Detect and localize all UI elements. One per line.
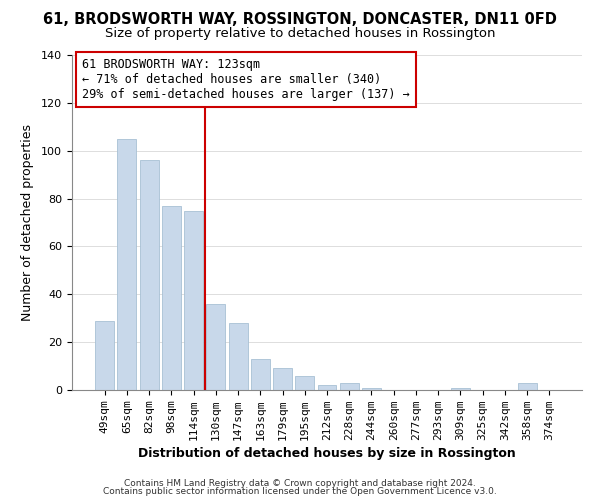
Bar <box>206 304 225 390</box>
Bar <box>162 206 181 390</box>
Text: Contains HM Land Registry data © Crown copyright and database right 2024.: Contains HM Land Registry data © Crown c… <box>124 478 476 488</box>
Bar <box>184 210 203 390</box>
Y-axis label: Number of detached properties: Number of detached properties <box>21 124 34 321</box>
X-axis label: Distribution of detached houses by size in Rossington: Distribution of detached houses by size … <box>138 447 516 460</box>
Text: Size of property relative to detached houses in Rossington: Size of property relative to detached ho… <box>105 28 495 40</box>
Bar <box>273 368 292 390</box>
Bar <box>340 383 359 390</box>
Bar <box>140 160 158 390</box>
Bar <box>118 138 136 390</box>
Text: 61 BRODSWORTH WAY: 123sqm
← 71% of detached houses are smaller (340)
29% of semi: 61 BRODSWORTH WAY: 123sqm ← 71% of detac… <box>82 58 410 102</box>
Bar <box>362 388 381 390</box>
Bar <box>295 376 314 390</box>
Bar <box>251 359 270 390</box>
Bar <box>317 385 337 390</box>
Text: 61, BRODSWORTH WAY, ROSSINGTON, DONCASTER, DN11 0FD: 61, BRODSWORTH WAY, ROSSINGTON, DONCASTE… <box>43 12 557 28</box>
Bar <box>451 388 470 390</box>
Bar <box>229 323 248 390</box>
Bar <box>95 320 114 390</box>
Bar <box>518 383 536 390</box>
Text: Contains public sector information licensed under the Open Government Licence v3: Contains public sector information licen… <box>103 487 497 496</box>
